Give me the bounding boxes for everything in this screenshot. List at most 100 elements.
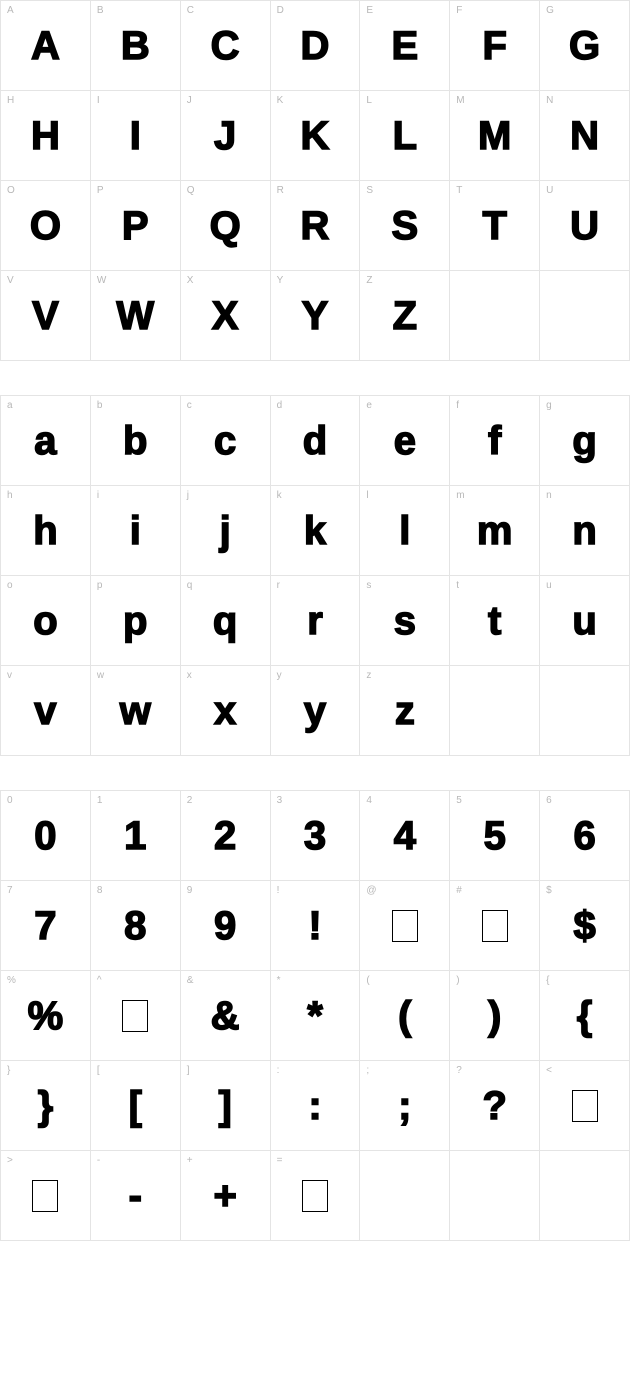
cell-label: o [7,580,13,591]
glyph: - [129,1176,142,1216]
cell-label: 9 [187,885,193,896]
glyph-cell: rr [271,576,361,666]
cell-label: 3 [277,795,283,806]
glyph: F [482,26,506,66]
glyph: A [31,26,60,66]
cell-label: < [546,1065,552,1076]
cell-label: + [187,1155,193,1166]
cell-label: 4 [366,795,372,806]
glyph-cell: }} [1,1061,91,1151]
glyph: j [220,511,231,551]
glyph-cell: TT [450,181,540,271]
cell-label: k [277,490,282,501]
cell-label: K [277,95,284,106]
glyph: S [392,206,419,246]
cell-label: f [456,400,459,411]
cell-label: s [366,580,371,591]
glyph-cell: KK [271,91,361,181]
glyph: 0 [34,816,56,856]
cell-label: # [456,885,462,896]
glyph-cell: cc [181,396,271,486]
cell-label: $ [546,885,552,896]
glyph-cell: 00 [1,791,91,881]
glyph-cell: LL [360,91,450,181]
glyph-cell: pp [91,576,181,666]
glyph-cell: oo [1,576,91,666]
section-uppercase: AABBCCDDEEFFGGHHIIJJKKLLMMNNOOPPQQRRSSTT… [0,0,630,361]
cell-label: ^ [97,975,102,986]
glyph-cell: 22 [181,791,271,881]
missing-glyph-box [122,1000,148,1032]
cell-label: l [366,490,368,501]
glyph: & [211,996,240,1036]
glyph-cell: XX [181,271,271,361]
glyph: W [116,296,154,336]
glyph-cell: DD [271,1,361,91]
cell-label: 8 [97,885,103,896]
glyph-cell: xx [181,666,271,756]
glyph: ! [308,906,321,946]
glyph: U [570,206,599,246]
glyph-cell: FF [450,1,540,91]
glyph-cell: ^ [91,971,181,1061]
cell-label: b [97,400,103,411]
glyph: ; [398,1086,411,1126]
cell-label: I [97,95,100,106]
cell-label: 6 [546,795,552,806]
cell-label: * [277,975,281,986]
cell-label: A [7,5,14,16]
glyph: D [301,26,330,66]
cell-label: g [546,400,552,411]
glyph: B [121,26,150,66]
glyph: 1 [124,816,146,856]
glyph-cell: ** [271,971,361,1061]
cell-label: x [187,670,192,681]
cell-label: h [7,490,13,501]
glyph-cell: kk [271,486,361,576]
cell-label: L [366,95,372,106]
cell-label: J [187,95,192,106]
cell-label: z [366,670,371,681]
cell-label: ! [277,885,280,896]
glyph: w [120,691,151,731]
glyph-cell: BB [91,1,181,91]
glyph-cell: QQ [181,181,271,271]
blank-cell [450,666,540,756]
cell-label: } [7,1065,10,1076]
cell-label: a [7,400,13,411]
glyph-cell: EE [360,1,450,91]
glyph: K [301,116,330,156]
glyph: X [212,296,239,336]
glyph: f [488,421,501,461]
glyph: 9 [214,906,236,946]
glyph-cell: ee [360,396,450,486]
glyph: : [308,1086,321,1126]
cell-label: 1 [97,795,103,806]
glyph: G [569,26,600,66]
glyph-cell: mm [450,486,540,576]
glyph: v [34,691,56,731]
cell-label: ] [187,1065,190,1076]
cell-label: % [7,975,16,986]
glyph: 2 [214,816,236,856]
glyph: 6 [573,816,595,856]
cell-label: E [366,5,373,16]
glyph-cell: ZZ [360,271,450,361]
glyph: t [488,601,501,641]
glyph-cell: !! [271,881,361,971]
glyph-cell: WW [91,271,181,361]
glyph: e [394,421,416,461]
glyph: 5 [484,816,506,856]
glyph-cell: # [450,881,540,971]
glyph-cell: $$ [540,881,630,971]
blank-cell [540,271,630,361]
glyph: z [395,691,415,731]
cell-label: Y [277,275,284,286]
glyph-cell: YY [271,271,361,361]
glyph: k [304,511,326,551]
glyph-cell: (( [360,971,450,1061]
glyph: L [393,116,417,156]
glyph: T [482,206,506,246]
glyph: n [572,511,596,551]
glyph: i [130,511,141,551]
